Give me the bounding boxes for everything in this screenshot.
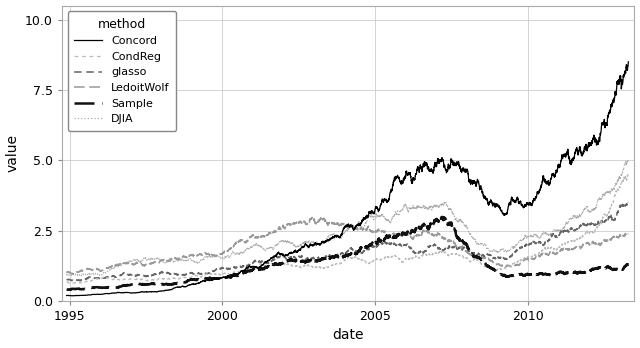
Concord: [338, 232, 346, 236]
CondReg: [625, 171, 632, 175]
glasso: [215, 268, 223, 272]
Line: LedoitWolf: LedoitWolf: [67, 218, 628, 274]
Concord: [215, 276, 223, 280]
Concord: [63, 293, 70, 298]
Sample: [134, 282, 142, 286]
Y-axis label: value: value: [6, 134, 20, 172]
CondReg: [215, 272, 223, 276]
X-axis label: date: date: [332, 329, 364, 342]
glasso: [338, 251, 346, 255]
CondReg: [625, 172, 632, 176]
Legend: Concord, CondReg, glasso, LedoitWolf, Sample, DJIA: Concord, CondReg, glasso, LedoitWolf, Sa…: [68, 11, 176, 131]
Sample: [132, 283, 140, 287]
Sample: [63, 287, 70, 292]
DJIA: [68, 274, 76, 278]
Concord: [317, 240, 325, 245]
Concord: [625, 60, 632, 64]
LedoitWolf: [132, 261, 140, 266]
Sample: [338, 255, 346, 259]
LedoitWolf: [317, 215, 325, 220]
DJIA: [338, 235, 346, 239]
CondReg: [63, 280, 70, 284]
DJIA: [215, 254, 223, 259]
LedoitWolf: [215, 253, 223, 257]
Sample: [317, 257, 325, 261]
Sample: [438, 215, 446, 219]
LedoitWolf: [63, 270, 70, 275]
Line: Concord: Concord: [67, 62, 628, 296]
Line: CondReg: CondReg: [67, 173, 628, 283]
DJIA: [134, 259, 142, 263]
Line: Sample: Sample: [67, 217, 628, 290]
DJIA: [317, 243, 325, 247]
LedoitWolf: [70, 272, 78, 276]
Sample: [625, 262, 632, 266]
Line: DJIA: DJIA: [67, 159, 628, 276]
CondReg: [454, 252, 461, 256]
DJIA: [63, 273, 70, 277]
Concord: [454, 161, 461, 165]
LedoitWolf: [625, 231, 632, 236]
glasso: [317, 256, 325, 260]
CondReg: [132, 277, 140, 282]
CondReg: [79, 281, 86, 285]
Concord: [134, 291, 142, 295]
glasso: [132, 274, 140, 278]
DJIA: [625, 157, 632, 161]
Concord: [132, 291, 140, 295]
CondReg: [134, 277, 142, 281]
CondReg: [317, 267, 325, 271]
LedoitWolf: [134, 261, 142, 265]
DJIA: [454, 220, 461, 224]
Line: glasso: glasso: [67, 203, 628, 280]
LedoitWolf: [454, 246, 461, 250]
glasso: [77, 278, 84, 283]
Concord: [69, 294, 77, 298]
Sample: [215, 276, 223, 280]
glasso: [454, 247, 461, 251]
CondReg: [338, 261, 346, 265]
LedoitWolf: [338, 222, 346, 226]
glasso: [63, 278, 70, 282]
DJIA: [625, 158, 632, 162]
Sample: [63, 288, 71, 292]
glasso: [625, 200, 632, 205]
LedoitWolf: [317, 215, 325, 220]
Sample: [454, 236, 461, 240]
glasso: [134, 272, 142, 277]
DJIA: [132, 258, 140, 262]
